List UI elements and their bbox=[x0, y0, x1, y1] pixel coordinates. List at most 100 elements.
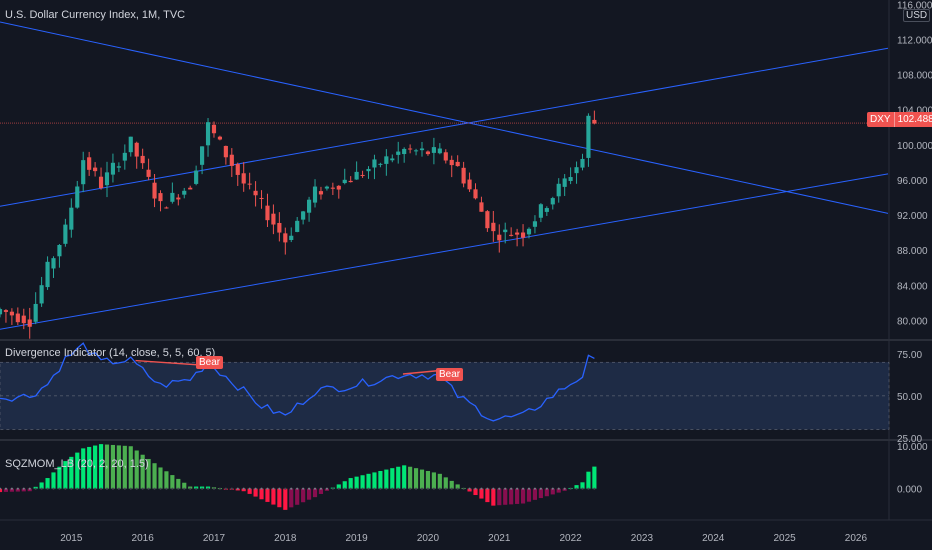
candle-body bbox=[366, 168, 371, 172]
candle-body bbox=[473, 189, 478, 199]
momentum-bar bbox=[336, 484, 341, 489]
candle-body bbox=[402, 148, 407, 155]
trend-line bbox=[0, 173, 889, 330]
candle-body bbox=[324, 186, 329, 189]
candle-body bbox=[437, 148, 442, 154]
momentum-bar bbox=[122, 445, 127, 489]
squeeze-dot bbox=[290, 487, 293, 490]
squeeze-dot bbox=[587, 487, 590, 490]
x-tick-label: 2017 bbox=[203, 533, 226, 544]
momentum-bar bbox=[384, 469, 389, 489]
squeeze-dot bbox=[94, 487, 97, 490]
momentum-bar bbox=[306, 488, 312, 500]
squeeze-dot bbox=[171, 487, 174, 490]
squeeze-dot bbox=[189, 487, 192, 490]
candle-body bbox=[396, 151, 401, 155]
sqz-y-tick-label: 10.000 bbox=[897, 442, 928, 453]
candle-body bbox=[449, 159, 454, 166]
momentum-bar bbox=[360, 475, 365, 489]
sqz-pane: 10.000 0.000 bbox=[0, 442, 928, 510]
momentum-bar bbox=[366, 473, 371, 489]
squeeze-dot bbox=[516, 487, 519, 490]
squeeze-dot bbox=[129, 487, 132, 490]
x-tick-label: 2021 bbox=[488, 533, 511, 544]
candle-body bbox=[33, 303, 38, 322]
momentum-bar bbox=[93, 445, 98, 489]
candle-body bbox=[265, 205, 270, 221]
candle-body bbox=[81, 160, 86, 185]
squeeze-dot bbox=[331, 487, 334, 490]
candle-body bbox=[158, 193, 163, 202]
candle-body bbox=[116, 166, 121, 168]
squeeze-dot bbox=[28, 487, 31, 490]
momentum-bar bbox=[164, 471, 169, 489]
squeeze-dot bbox=[539, 487, 542, 490]
candle-body bbox=[431, 147, 436, 153]
momentum-bar bbox=[247, 488, 252, 494]
squeeze-dot bbox=[575, 487, 578, 490]
candle-body bbox=[574, 167, 579, 174]
candle-body bbox=[568, 177, 573, 181]
candle-body bbox=[312, 186, 318, 203]
candle-body bbox=[122, 152, 127, 161]
x-tick-label: 2022 bbox=[559, 533, 582, 544]
momentum-bar bbox=[372, 472, 377, 489]
momentum-bar bbox=[515, 488, 520, 504]
x-tick-label: 2023 bbox=[631, 533, 654, 544]
candle-body bbox=[9, 311, 14, 316]
main-y-tick-label: 80.000 bbox=[897, 316, 928, 327]
momentum-bar bbox=[580, 482, 585, 489]
candle-body bbox=[259, 197, 264, 199]
squeeze-dot bbox=[141, 487, 144, 490]
squeeze-dot bbox=[462, 487, 465, 490]
main-y-tick-label: 104.000 bbox=[897, 106, 932, 117]
momentum-bar bbox=[140, 454, 145, 489]
momentum-bar bbox=[158, 467, 163, 489]
x-tick-label: 2015 bbox=[60, 533, 83, 544]
squeeze-dot bbox=[111, 487, 115, 490]
momentum-bar bbox=[348, 478, 353, 489]
momentum-bar bbox=[497, 488, 502, 506]
candle-body bbox=[51, 258, 56, 269]
momentum-bar bbox=[443, 477, 448, 489]
candle-body bbox=[247, 183, 252, 185]
candle-body bbox=[461, 167, 466, 184]
momentum-bar bbox=[87, 446, 92, 489]
squeeze-dot bbox=[123, 487, 126, 490]
candle-body bbox=[384, 156, 389, 164]
squeeze-dot bbox=[367, 487, 370, 490]
momentum-bar bbox=[259, 488, 264, 500]
momentum-bar bbox=[485, 488, 490, 503]
candle-body bbox=[538, 204, 543, 218]
momentum-bar bbox=[455, 484, 460, 489]
momentum-bar bbox=[45, 478, 50, 489]
momentum-bar bbox=[473, 488, 478, 496]
squeeze-dot bbox=[563, 487, 566, 490]
candle-body bbox=[21, 315, 26, 324]
rsi-line bbox=[0, 342, 595, 422]
candle-body bbox=[87, 157, 92, 170]
momentum-bar bbox=[550, 488, 555, 495]
momentum-bar bbox=[318, 488, 324, 494]
momentum-bar bbox=[3, 488, 9, 492]
squeeze-dot bbox=[492, 487, 495, 490]
squeeze-dot bbox=[230, 487, 233, 490]
candle-body bbox=[532, 221, 538, 227]
squeeze-dot bbox=[450, 487, 453, 490]
currency-label[interactable]: USD bbox=[903, 9, 931, 22]
squeeze-dot bbox=[183, 487, 186, 490]
candle-body bbox=[217, 136, 222, 140]
candle-body bbox=[390, 158, 395, 161]
squeeze-dot bbox=[278, 487, 281, 490]
squeeze-dot bbox=[444, 487, 447, 490]
candle-body bbox=[205, 122, 211, 146]
candle-body bbox=[98, 176, 104, 189]
squeeze-dot bbox=[212, 487, 216, 490]
squeeze-dot bbox=[16, 487, 19, 490]
candle-body bbox=[467, 179, 472, 190]
candle-body bbox=[27, 319, 32, 327]
squeeze-dot bbox=[70, 487, 73, 490]
squeeze-dot bbox=[361, 487, 364, 490]
momentum-bar bbox=[27, 488, 32, 492]
